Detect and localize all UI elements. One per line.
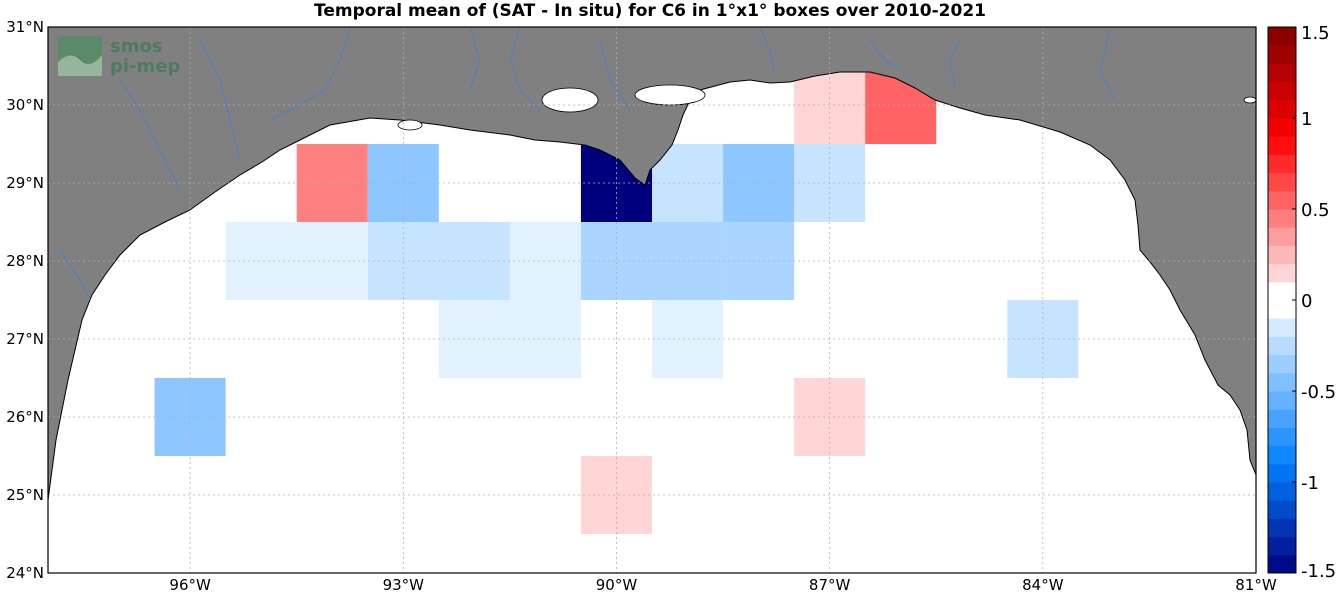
lon-tick-label: 87°W <box>809 576 851 594</box>
colorbar-segment <box>1268 81 1296 101</box>
anomaly-cell <box>652 222 724 300</box>
lon-tick-label: 96°W <box>169 576 211 594</box>
lat-tick-label: 25°N <box>6 486 44 504</box>
colorbar-segment <box>1268 263 1296 283</box>
lon-tick-label: 84°W <box>1022 576 1064 594</box>
colorbar-segment <box>1268 500 1296 519</box>
colorbar-tick-label: -1.5 <box>1301 561 1336 582</box>
colorbar-segment <box>1268 209 1296 228</box>
colorbar-segment <box>1268 99 1296 119</box>
longitude-labels: 96°W 93°W 90°W 87°W 84°W 81°W <box>169 576 1276 594</box>
coastal-lakes <box>397 84 1256 131</box>
colorbar-segment <box>1268 518 1296 538</box>
map-frame <box>47 26 1257 574</box>
logo-text-smos: smos <box>110 36 163 57</box>
colorbar-segment <box>1268 154 1296 174</box>
colorbar-segment <box>1268 136 1296 155</box>
colorbar-tick-label: 1 <box>1301 109 1312 130</box>
logo-text-pi-mep: pi-mep <box>110 56 180 77</box>
colorbar-segment <box>1268 227 1296 246</box>
colorbar-segment <box>1268 463 1296 483</box>
colorbar-segment <box>1268 45 1296 64</box>
colorbar-segment <box>1268 318 1296 337</box>
colorbar-segment <box>1268 409 1296 428</box>
lon-tick-label: 81°W <box>1235 576 1277 594</box>
colorbar-segment <box>1268 427 1296 447</box>
colorbar-segment <box>1268 391 1296 410</box>
anomaly-cell <box>296 144 368 222</box>
rivers <box>59 27 1116 301</box>
colorbar-ticks: 1.5 1 0.5 0 -0.5 -1 -1.5 <box>1292 23 1336 582</box>
colorbar-tick-label: 1.5 <box>1301 23 1330 44</box>
colorbar-segment <box>1268 63 1296 83</box>
map-area <box>48 27 1256 573</box>
lat-tick-label: 28°N <box>6 252 44 270</box>
colorbar-segment <box>1268 172 1296 192</box>
colorbar-segment <box>1268 536 1296 556</box>
anomaly-cell <box>509 300 581 378</box>
colorbar-tick-label: -1 <box>1301 473 1319 494</box>
anomaly-cell <box>225 222 297 300</box>
colorbar <box>1268 27 1296 574</box>
colorbar-segment <box>1268 372 1296 392</box>
colorbar-segment <box>1268 354 1296 374</box>
smos-pi-mep-logo: smos pi-mep <box>58 36 180 77</box>
anomaly-cell <box>652 300 724 378</box>
lat-tick-label: 24°N <box>6 564 44 582</box>
colorbar-segment <box>1268 118 1296 137</box>
lat-tick-label: 26°N <box>6 408 44 426</box>
anomaly-cell <box>296 222 368 300</box>
lat-tick-label: 30°N <box>6 96 44 114</box>
colorbar-segment <box>1268 245 1296 265</box>
colorbar-segment <box>1268 27 1296 46</box>
lat-tick-label: 31°N <box>6 18 44 36</box>
colorbar-segment <box>1268 336 1296 356</box>
colorbar-segment <box>1268 554 1296 574</box>
colorbar-segment <box>1268 190 1296 210</box>
lon-tick-label: 93°W <box>383 576 425 594</box>
colorbar-segment <box>1268 482 1296 501</box>
lat-tick-label: 27°N <box>6 330 44 348</box>
anomaly-cell <box>509 222 581 300</box>
colorbar-segment <box>1268 445 1296 465</box>
colorbar-segment <box>1268 281 1296 301</box>
land-coastline <box>48 27 1256 501</box>
lon-tick-label: 90°W <box>596 576 638 594</box>
colorbar-tick-label: -0.5 <box>1301 382 1336 403</box>
lat-tick-label: 29°N <box>6 174 44 192</box>
colorbar-tick-label: 0.5 <box>1301 200 1330 221</box>
latitude-labels: 24°N 25°N 26°N 27°N 28°N 29°N 30°N 31°N <box>6 18 44 582</box>
colorbar-segment <box>1268 300 1296 319</box>
map-title: Temporal mean of (SAT - In situ) for C6 … <box>314 1 986 21</box>
colorbar-tick-label: 0 <box>1301 291 1312 312</box>
